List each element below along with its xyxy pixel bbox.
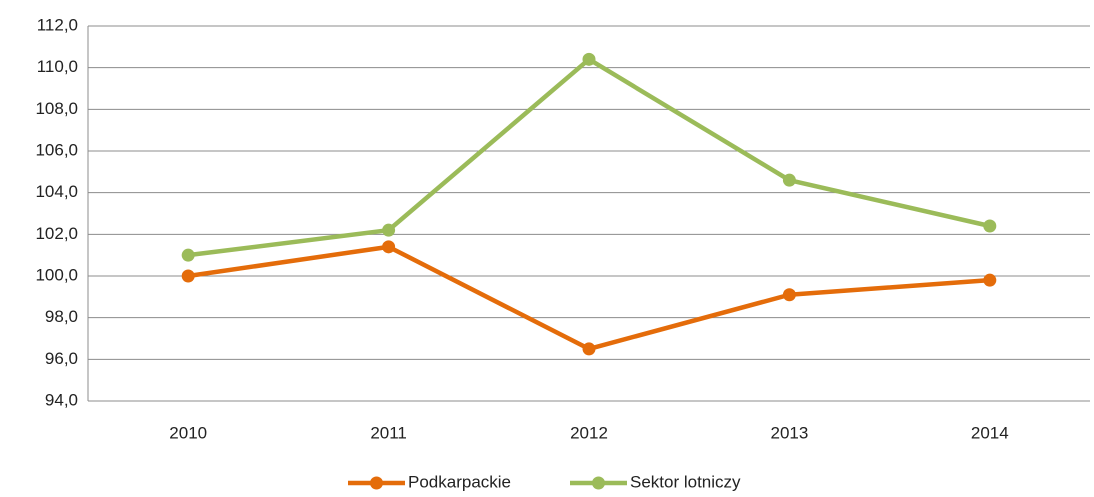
y-tick-label: 112,0 (37, 15, 78, 34)
y-tick-label: 108,0 (35, 99, 78, 118)
legend-label: Sektor lotniczy (630, 472, 741, 491)
x-tick-label: 2014 (971, 423, 1009, 442)
y-tick-label: 106,0 (35, 140, 78, 159)
x-tick-label: 2011 (370, 423, 407, 442)
legend-label: Podkarpackie (408, 472, 511, 491)
point (782, 173, 796, 187)
x-tick-label: 2012 (570, 423, 608, 442)
y-tick-label: 94,0 (45, 390, 78, 409)
point (582, 52, 596, 66)
x-tick-label: 2013 (770, 423, 808, 442)
y-tick-label: 102,0 (35, 224, 78, 243)
point (181, 269, 195, 283)
point (582, 342, 596, 356)
point (382, 240, 396, 254)
series-line (187, 57, 991, 258)
y-tick-label: 104,0 (35, 182, 78, 201)
point (382, 223, 396, 237)
y-tick-label: 98,0 (45, 307, 78, 326)
legend-marker (592, 476, 605, 490)
x-tick-label: 2010 (169, 423, 207, 442)
point (983, 273, 997, 287)
y-tick-label: 100,0 (35, 265, 78, 284)
point (983, 219, 997, 233)
legend-marker (370, 476, 383, 490)
point (181, 248, 195, 262)
y-tick-label: 110,0 (37, 57, 78, 76)
y-tick-label: 96,0 (45, 349, 78, 368)
series-line (187, 244, 990, 352)
point (782, 288, 796, 302)
